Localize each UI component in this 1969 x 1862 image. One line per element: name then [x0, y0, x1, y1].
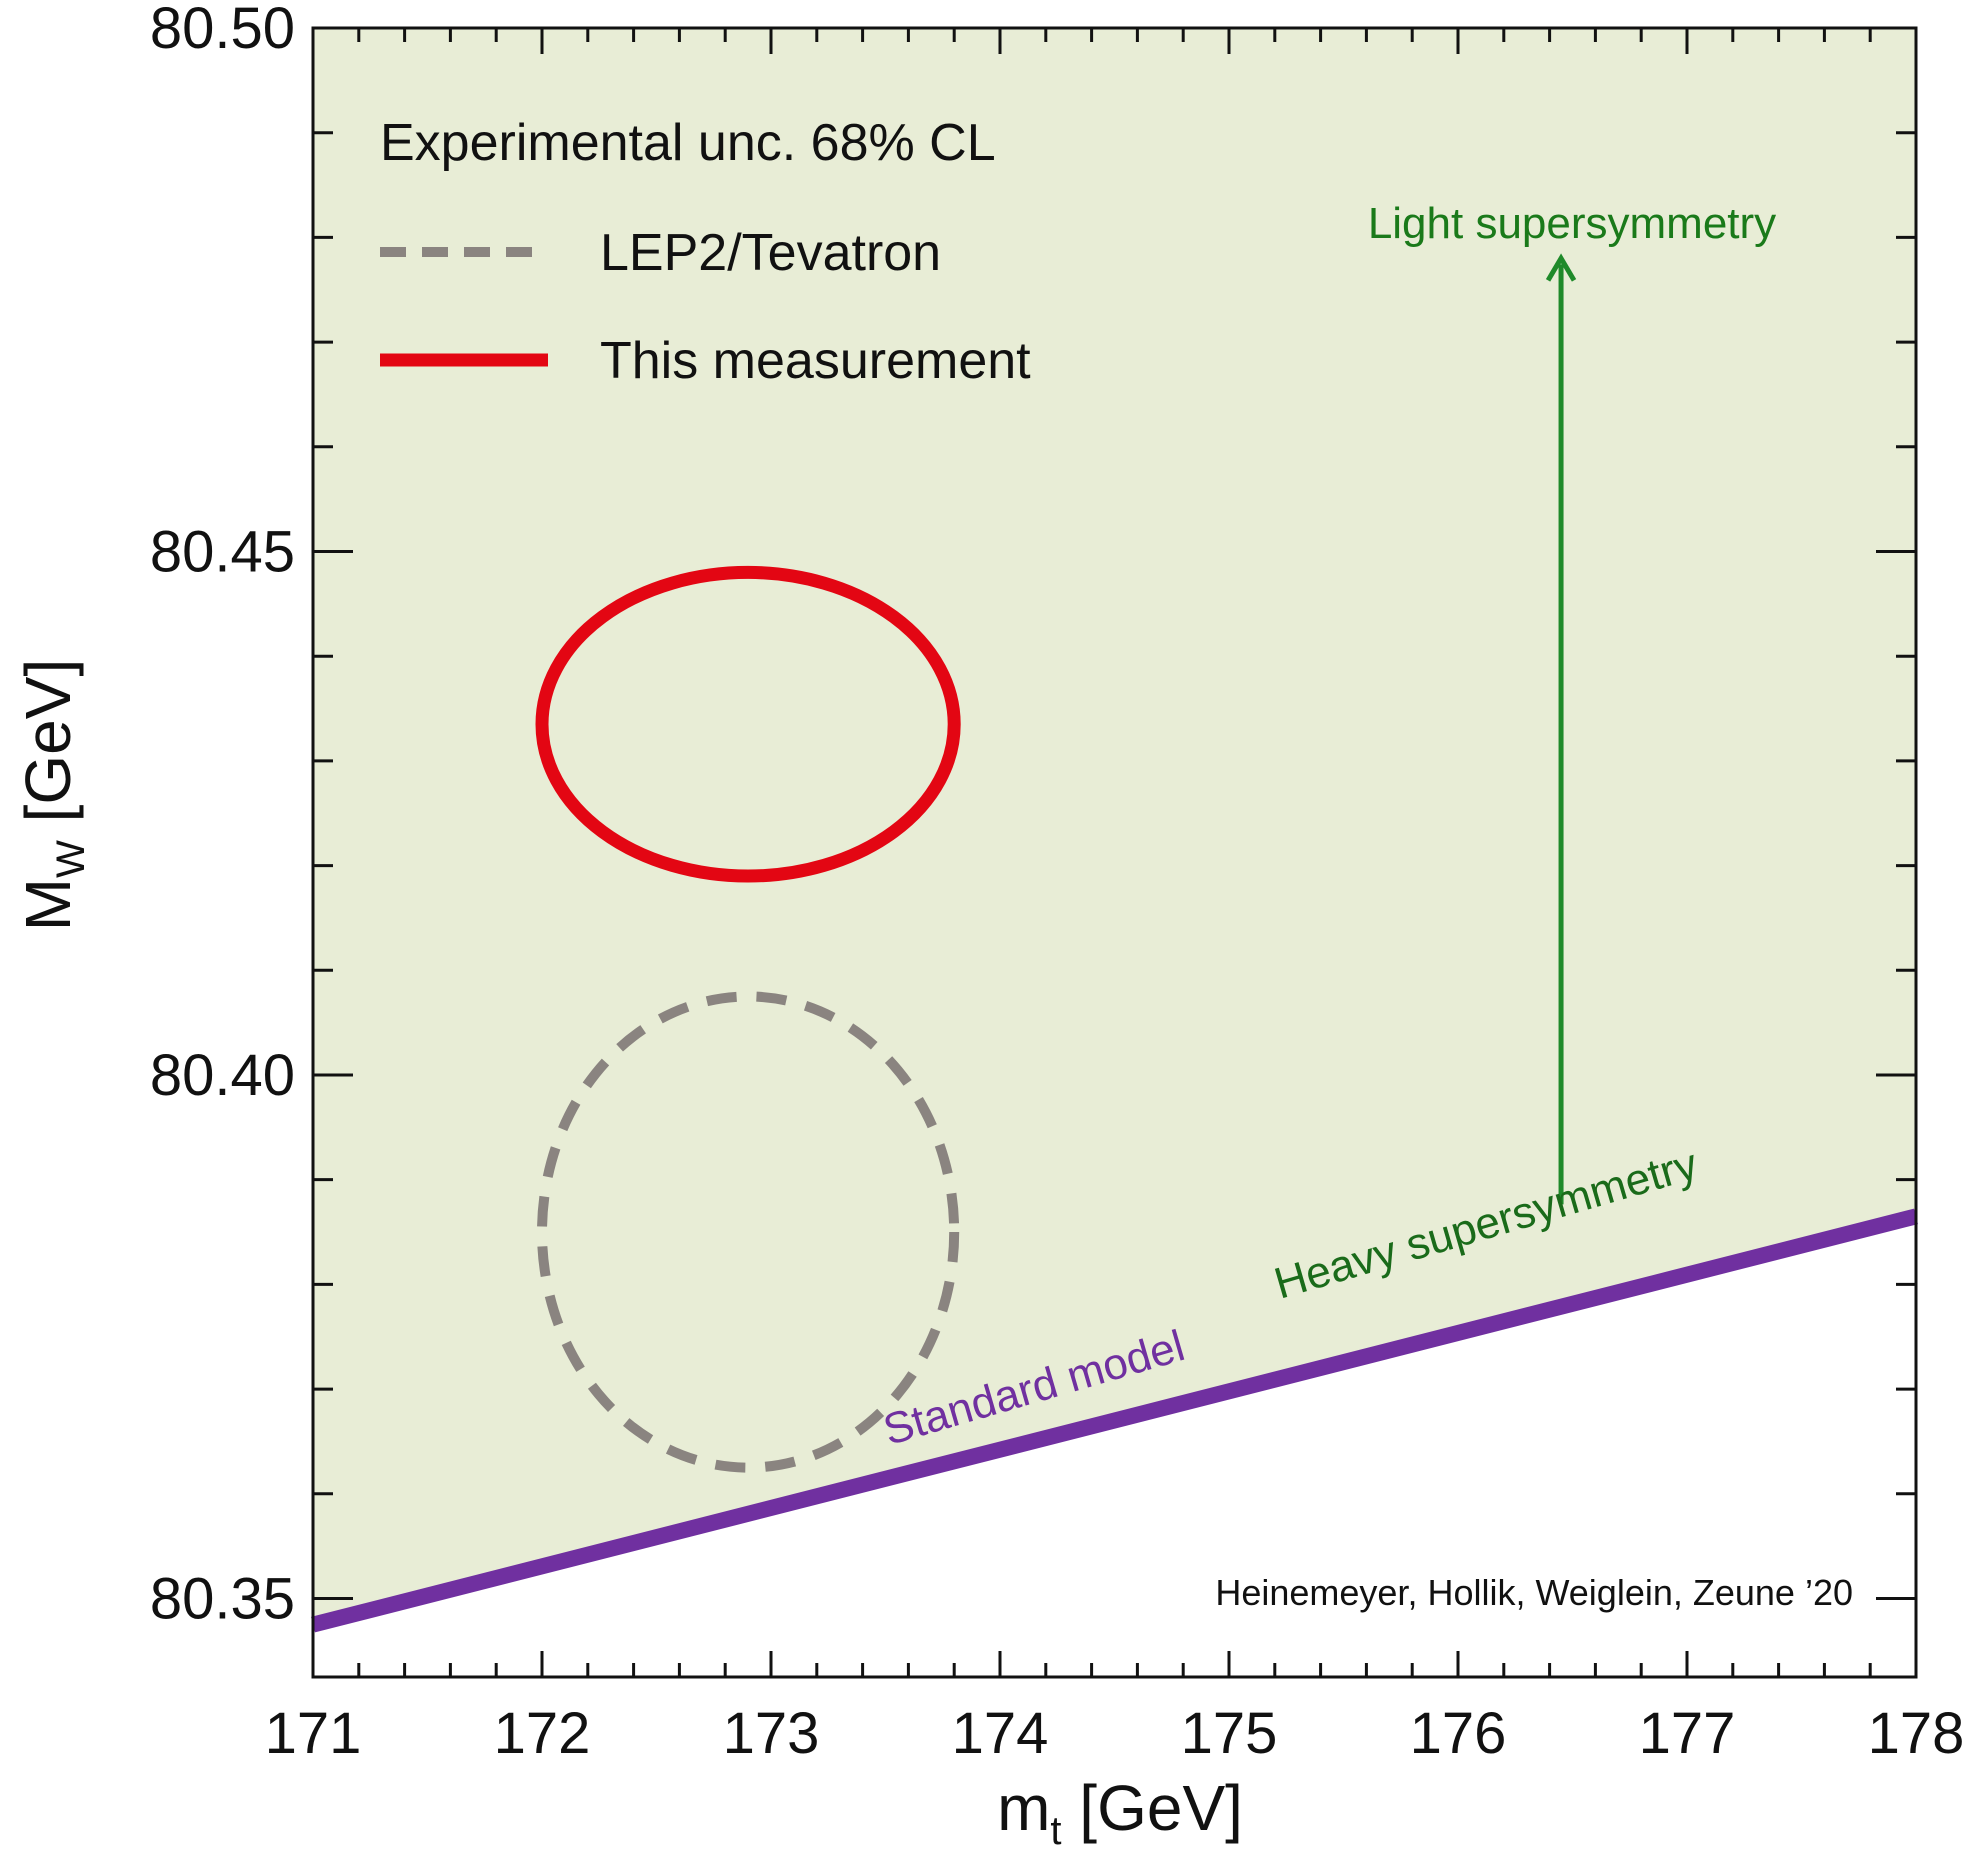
legend-header: Experimental unc. 68% CL [380, 114, 996, 172]
x-tick-label: 171 [265, 1701, 362, 1766]
x-tick-label: 176 [1410, 1701, 1507, 1766]
standard-model-line [311, 1208, 1918, 1633]
x-axis-title: mt [GeV] [997, 1772, 1243, 1853]
light-supersymmetry-label: Light supersymmetry [1368, 199, 1776, 248]
y-tick-label: 80.45 [150, 519, 295, 584]
susy-region-fill [313, 28, 1916, 1625]
y-tick-label: 80.40 [150, 1043, 295, 1108]
lep2-tevatron-ellipse [537, 991, 960, 1473]
x-tick-label: 178 [1868, 1701, 1965, 1766]
y-tick-label: 80.50 [150, 0, 295, 61]
legend-label-lep2-tevatron: LEP2/Tevatron [600, 224, 941, 282]
credit-text: Heinemeyer, Hollik, Weiglein, Zeune ’20 [1215, 1572, 1853, 1613]
x-tick-label: 173 [723, 1701, 820, 1766]
x-tick-label: 177 [1639, 1701, 1736, 1766]
x-tick-label: 174 [952, 1701, 1049, 1766]
this-measurement-ellipse [535, 565, 961, 883]
x-tick-label: 172 [494, 1701, 591, 1766]
x-tick-label: 175 [1181, 1701, 1278, 1766]
y-axis-title: MW [GeV] [12, 659, 93, 931]
y-tick-label: 80.35 [150, 1566, 295, 1631]
supersymmetry-arrow-head [1545, 253, 1577, 282]
legend-label-this-measurement: This measurement [600, 332, 1031, 390]
legend: Experimental unc. 68% CL LEP2/Tevatron T… [380, 114, 1031, 390]
plot-frame [311, 26, 1918, 1679]
